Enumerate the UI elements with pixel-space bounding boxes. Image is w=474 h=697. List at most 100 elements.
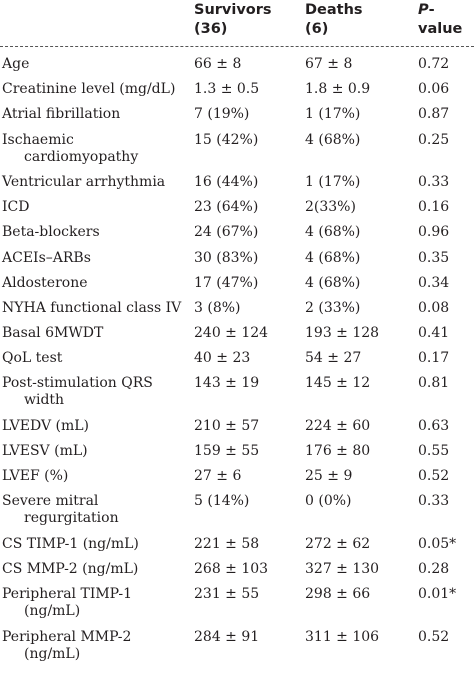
row-label: Severe mitral regurgitation [2,493,187,527]
table-row: Post-stimulation QRS width 143 ± 19 145 ± 1… [0,375,474,417]
deaths-cell: 4 (68%) [305,274,361,291]
survivors-cell: 40 ± 23 [194,350,251,367]
pvalue-cell: 0.25 [418,131,450,148]
row-label-line1: NYHA functional class IV [2,299,182,316]
survivors-cell: 284 ± 91 [194,628,260,645]
table-row: Ischaemic cardiomyopathy 15 (42%) 4 (68%) 0.… [0,132,474,174]
table-row: LVESV (mL) 159 ± 55 176 ± 80 0.55 [0,443,474,468]
survivors-cell: 240 ± 124 [194,325,269,342]
table-row: LVEDV (mL) 210 ± 57 224 ± 60 0.63 [0,418,474,443]
row-label-line1: CS MMP-2 (ng/mL) [2,560,139,577]
survivors-cell: 23 (64%) [194,199,259,216]
deaths-cell: 67 ± 8 [305,56,353,72]
table-row: Basal 6MWDT 240 ± 124 193 ± 128 0.41 [0,325,474,350]
row-label-line2: (ng/mL) [24,645,81,662]
pvalue-cell: 0.63 [418,417,450,434]
deaths-cell: 0 (0%) [305,493,352,510]
pvalue-cell: 0.34 [418,274,450,291]
row-label-line1: Beta-blockers [2,224,100,241]
row-label-line1: Peripheral MMP-2 [2,628,132,645]
row-label: ACEIs–ARBs [2,250,187,267]
pvalue-cell: 0.16 [418,199,450,216]
row-label: Beta-blockers [2,224,187,241]
data-table: Survivors (36) Deaths (6) P-value Age 66 … [0,0,474,662]
deaths-cell: 145 ± 12 [305,375,371,392]
row-label: Peripheral MMP-2 (ng/mL) [2,629,187,663]
deaths-header: Deaths (6) [305,1,363,39]
deaths-cell: 311 ± 106 [305,628,380,645]
pvalue-header: P-value [418,1,474,39]
pvalue-cell: 0.33 [418,493,450,510]
row-label-line2: (ng/mL) [24,603,81,620]
deaths-cell: 1 (17%) [305,106,361,123]
survivors-cell: 3 (8%) [194,299,241,316]
row-label: LVEDV (mL) [2,418,187,435]
survivors-cell: 17 (47%) [194,274,259,291]
row-label: QoL test [2,350,187,367]
table-row: Severe mitral regurgitation 5 (14%) 0 (0%) 0… [0,493,474,535]
deaths-cell: 4 (68%) [305,249,361,266]
header-rule [0,46,474,47]
deaths-cell: 193 ± 128 [305,325,380,342]
deaths-header-line1: Deaths [305,2,363,18]
row-label-line1: Post-stimulation QRS [2,375,153,392]
row-label-line1: ACEIs–ARBs [2,249,91,266]
deaths-cell: 1.8 ± 0.9 [305,81,371,98]
row-label: Ventricular arrhythmia [2,174,187,191]
row-label: NYHA functional class IV [2,300,187,317]
table-row: Atrial fibrillation 7 (19%) 1 (17%) 0.87 [0,106,474,131]
survivors-cell: 66 ± 8 [194,56,242,72]
row-label-line2: cardiomyopathy [24,148,139,165]
table-row: Age 66 ± 8 67 ± 8 0.72 [0,56,474,81]
deaths-cell: 25 ± 9 [305,468,353,485]
row-label-line1: LVEF (%) [2,468,69,485]
table-row: Peripheral TIMP-1 (ng/mL) 231 ± 55 298 ± 66… [0,586,474,628]
deaths-header-line2: (6) [305,21,329,37]
row-label: Basal 6MWDT [2,325,187,342]
deaths-cell: 327 ± 130 [305,560,380,577]
table-row: ICD 23 (64%) 2(33%) 0.16 [0,199,474,224]
pvalue-cell: 0.87 [418,106,450,123]
pvalue-cell: 0.01* [418,586,457,603]
pvalue-cell: 0.81 [418,375,450,392]
row-label-line2: width [24,392,65,409]
deaths-cell: 2(33%) [305,199,356,216]
pvalue-header-italic: P [418,2,429,18]
survivors-header: Survivors (36) [194,1,272,39]
survivors-cell: 159 ± 55 [194,443,260,460]
survivors-cell: 16 (44%) [194,173,259,190]
table-row: LVEF (%) 27 ± 6 25 ± 9 0.52 [0,468,474,493]
row-label: LVESV (mL) [2,443,187,460]
pvalue-cell: 0.52 [418,628,450,645]
survivors-cell: 231 ± 55 [194,586,260,603]
deaths-cell: 4 (68%) [305,131,361,148]
table-row: NYHA functional class IV 3 (8%) 2 (33%) 0.0… [0,300,474,325]
pvalue-cell: 0.35 [418,249,450,266]
pvalue-cell: 0.72 [418,56,450,72]
pvalue-cell: 0.17 [418,350,450,367]
row-label-line1: Ventricular arrhythmia [2,173,166,190]
survivors-cell: 24 (67%) [194,224,259,241]
row-label: CS TIMP-1 (ng/mL) [2,536,187,553]
row-label-line1: QoL test [2,350,63,367]
survivors-cell: 143 ± 19 [194,375,260,392]
table-row: Creatinine level (mg/dL) 1.3 ± 0.5 1.8 ± 0… [0,81,474,106]
row-label: Creatinine level (mg/dL) [2,81,187,98]
deaths-cell: 224 ± 60 [305,417,371,434]
row-label-line1: Creatinine level (mg/dL) [2,81,176,98]
row-label: Age [2,56,187,73]
row-label-line1: ICD [2,199,30,216]
survivors-cell: 210 ± 57 [194,417,260,434]
survivors-cell: 27 ± 6 [194,468,242,485]
pvalue-cell: 0.08 [418,299,450,316]
table-row: ACEIs–ARBs 30 (83%) 4 (68%) 0.35 [0,250,474,275]
survivors-cell: 268 ± 103 [194,560,269,577]
survivors-header-line1: Survivors [194,2,272,18]
pvalue-cell: 0.33 [418,173,450,190]
survivors-cell: 15 (42%) [194,131,259,148]
row-label: Atrial fibrillation [2,106,187,123]
row-label-line1: Aldosterone [2,274,88,291]
deaths-cell: 298 ± 66 [305,586,371,603]
pvalue-cell: 0.05* [418,535,457,552]
deaths-cell: 272 ± 62 [305,535,371,552]
